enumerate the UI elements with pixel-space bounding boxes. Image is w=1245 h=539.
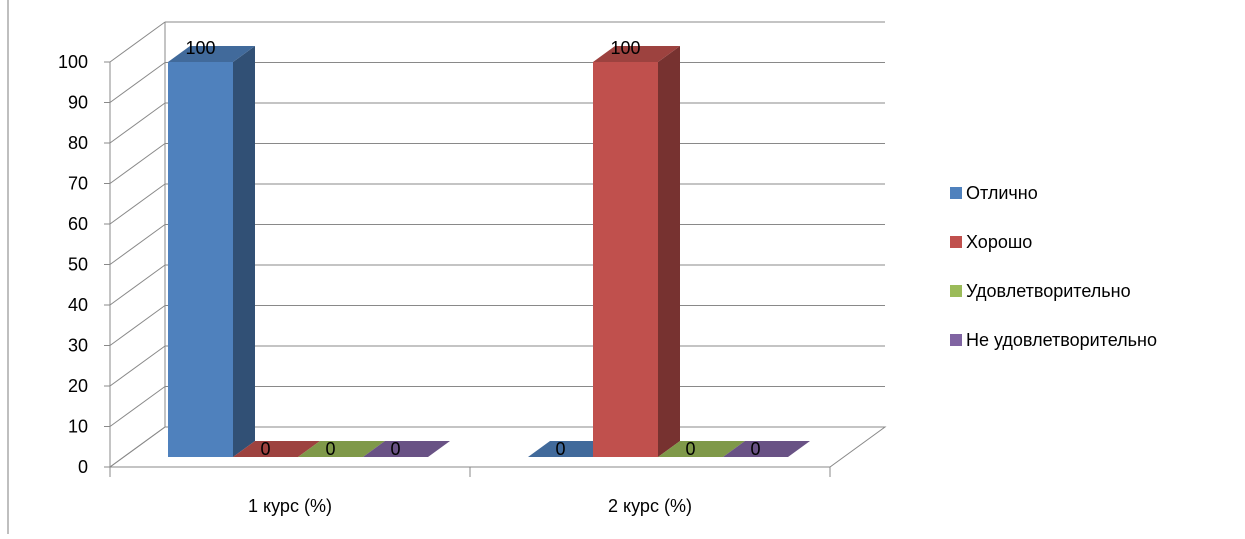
side-gridline: [109, 345, 166, 387]
side-gridline: [109, 264, 166, 306]
data-label: 100: [185, 38, 215, 58]
y-tick-label: 60: [68, 214, 88, 234]
legend-item: Удовлетворительно: [950, 281, 1131, 301]
data-label: 0: [555, 439, 565, 459]
data-label: 0: [750, 439, 760, 459]
y-tick-label: 70: [68, 174, 88, 194]
bar: [593, 46, 680, 457]
side-gridline: [109, 426, 166, 468]
data-label: 0: [325, 439, 335, 459]
legend-swatch: [950, 285, 962, 297]
bar-front: [593, 62, 658, 457]
x-tick-label: 1 курс (%): [248, 496, 332, 516]
gridlines: [109, 21, 885, 468]
legend-swatch: [950, 334, 962, 346]
legend-label: Удовлетворительно: [966, 281, 1131, 301]
data-labels: 100 0 0 0 0 100 0 0: [185, 38, 760, 459]
y-tick-label: 30: [68, 336, 88, 356]
legend-item: Отлично: [950, 183, 1038, 203]
legend-label: Хорошо: [966, 232, 1032, 252]
legend-item: Хорошо: [950, 232, 1032, 252]
bar: [363, 441, 450, 457]
bar-side: [658, 46, 680, 457]
y-tick-label: 10: [68, 417, 88, 437]
side-gridline: [109, 183, 166, 225]
y-tick-label: 100: [58, 52, 88, 72]
legend-swatch: [950, 236, 962, 248]
x-tick-label: 2 курс (%): [608, 496, 692, 516]
side-gridline: [109, 143, 166, 184]
side-gridline: [109, 305, 166, 346]
data-label: 0: [390, 439, 400, 459]
side-gridline: [109, 224, 166, 265]
legend: Отлично Хорошо Удовлетворительно Не удовлет…: [950, 183, 1157, 350]
bar: [233, 441, 320, 457]
bar-top: [298, 441, 385, 457]
legend-label: Отлично: [966, 183, 1038, 203]
bar-side: [233, 46, 255, 457]
side-gridline: [109, 62, 166, 103]
side-gridline: [109, 102, 166, 144]
side-gridline: [109, 386, 166, 427]
y-tick-label: 20: [68, 376, 88, 396]
bar-top: [723, 441, 810, 457]
side-gridline: [109, 21, 166, 63]
data-label: 0: [260, 439, 270, 459]
bar-top: [363, 441, 450, 457]
bars: [168, 46, 810, 457]
y-tick-label: 90: [68, 93, 88, 113]
axes: 0 10 20 30 40 50 60 70 80 90 100 1 курс (%) 2 курс (…: [58, 52, 831, 516]
bar: [658, 441, 745, 457]
bar: [723, 441, 810, 457]
legend-label: Не удовлетворительно: [966, 330, 1157, 350]
y-tick-label: 80: [68, 133, 88, 153]
bar-front: [168, 62, 233, 457]
data-label: 100: [610, 38, 640, 58]
bar-top: [658, 441, 745, 457]
bar-top: [233, 441, 320, 457]
data-label: 0: [685, 439, 695, 459]
legend-item: Не удовлетворительно: [950, 330, 1157, 350]
y-tick-label: 0: [78, 457, 88, 477]
y-tick-label: 50: [68, 255, 88, 275]
legend-swatch: [950, 187, 962, 199]
bar: [168, 46, 255, 457]
bar: [298, 441, 385, 457]
bar-top: [593, 46, 680, 62]
y-tick-label: 40: [68, 295, 88, 315]
bar-top: [168, 46, 255, 62]
